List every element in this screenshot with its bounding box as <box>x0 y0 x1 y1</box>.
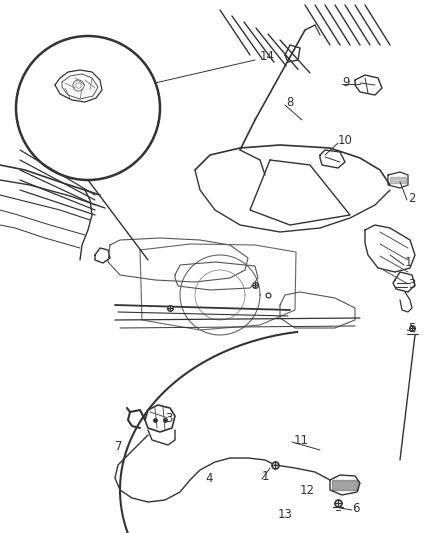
Text: 3: 3 <box>408 279 415 292</box>
Text: 8: 8 <box>286 96 293 109</box>
Polygon shape <box>332 480 358 490</box>
Text: 4: 4 <box>205 472 212 484</box>
Text: 5: 5 <box>408 321 415 335</box>
Text: 3: 3 <box>165 411 173 424</box>
Text: 11: 11 <box>294 433 309 447</box>
Text: 12: 12 <box>300 483 315 497</box>
Text: 9: 9 <box>342 76 350 88</box>
Text: 6: 6 <box>352 502 360 514</box>
Polygon shape <box>390 177 406 183</box>
Text: 1: 1 <box>405 255 413 269</box>
Text: 10: 10 <box>338 133 353 147</box>
Text: 14: 14 <box>260 51 275 63</box>
Text: 1: 1 <box>262 471 269 483</box>
Text: 2: 2 <box>408 191 416 205</box>
Text: 7: 7 <box>115 440 123 454</box>
Text: 13: 13 <box>278 508 293 521</box>
